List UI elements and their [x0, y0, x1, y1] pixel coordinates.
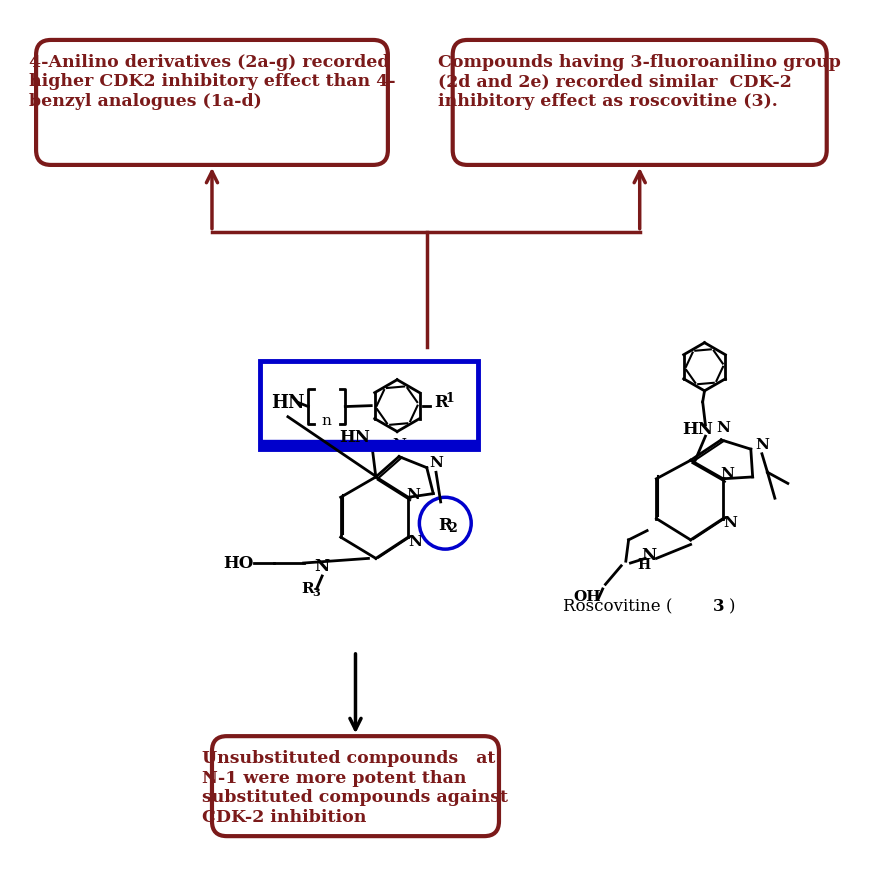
Text: N: N [409, 535, 423, 549]
Text: HN: HN [683, 421, 713, 438]
Text: HO: HO [223, 554, 254, 572]
Text: ): ) [729, 598, 736, 615]
Text: N: N [716, 421, 730, 435]
Text: N: N [724, 517, 738, 531]
Text: R: R [439, 517, 453, 533]
FancyBboxPatch shape [36, 40, 388, 165]
Text: R: R [433, 395, 447, 411]
Text: HN: HN [339, 429, 370, 446]
Text: HN: HN [271, 394, 304, 412]
FancyBboxPatch shape [212, 736, 499, 836]
Text: H: H [637, 558, 650, 572]
Text: 2: 2 [448, 523, 457, 535]
FancyBboxPatch shape [260, 361, 478, 449]
Text: N: N [721, 467, 734, 481]
Text: OH: OH [573, 590, 601, 604]
Text: N: N [406, 488, 419, 502]
Text: Compounds having 3-fluoroanilino group
(2d and 2e) recorded similar  CDK-2
inhib: Compounds having 3-fluoroanilino group (… [439, 53, 841, 110]
Text: N: N [429, 456, 443, 470]
Text: N: N [315, 559, 330, 575]
Text: N: N [642, 547, 657, 564]
Text: Roscovitine (: Roscovitine ( [562, 598, 672, 615]
Text: Unsubstituted compounds   at
N-1 were more potent than
substituted compounds aga: Unsubstituted compounds at N-1 were more… [202, 750, 508, 826]
Text: N: N [755, 438, 769, 452]
Text: 4-Anilino derivatives (2a-g) recorded
higher CDK2 inhibitory effect than 4-
benz: 4-Anilino derivatives (2a-g) recorded hi… [29, 53, 395, 110]
Text: 3: 3 [712, 598, 725, 615]
Text: R: R [301, 582, 314, 596]
FancyBboxPatch shape [453, 40, 827, 165]
Text: 3: 3 [313, 587, 321, 598]
Text: 1: 1 [446, 392, 454, 404]
Bar [260, 440, 478, 449]
Text: N: N [392, 438, 406, 453]
Text: n: n [322, 414, 331, 428]
